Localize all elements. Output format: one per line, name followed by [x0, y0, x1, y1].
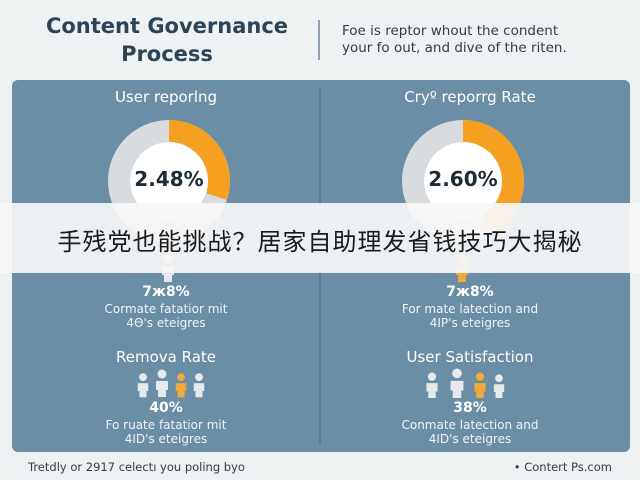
footer-note: Tretdly or 2917 celectı you poling byo — [28, 460, 245, 474]
group-icon — [422, 368, 506, 398]
page-title-line2: Process — [121, 42, 213, 66]
person-icon — [137, 373, 149, 398]
caption-line1: Cormate fatatior mit — [104, 302, 228, 316]
caption-user-satisfaction: Conmate latection and 4ID's eteigres — [320, 418, 620, 446]
person-icon — [156, 369, 168, 397]
page-title: Content Governance Process — [22, 12, 312, 68]
percent-removal-rate: 40% — [149, 400, 183, 416]
caption-removal-rate: Fo ruate fatatior mit 4ID's eteigres — [16, 418, 316, 446]
caption-line1: Conmate latection and — [401, 418, 539, 432]
percent-user-satisfaction: 38% — [453, 400, 487, 416]
gauge-center — [130, 142, 208, 220]
card-title-removal-rate: Remova Rate — [116, 348, 216, 366]
caption-line2: 4ID's eteigres — [124, 432, 208, 446]
percent-user-reporting: 7ж8% — [142, 284, 190, 300]
person-icon — [493, 374, 505, 398]
person-icon — [426, 372, 438, 398]
caption-line2: 4ID's eteigres — [428, 432, 512, 446]
caption-report-rate: For mate latection and 4IP's eteigres — [320, 302, 620, 330]
caption-line2: 4IP's eteigres — [429, 316, 511, 330]
banner-headline: 手残党也能挑战？居家自助理发省钱技巧大揭秘 — [57, 228, 583, 256]
intro-line2: your fo out, and dive of the riten. — [342, 40, 567, 56]
page-title-line1: Content Governance — [45, 14, 289, 38]
caption-line2: 4Ө's eteigres — [126, 316, 206, 330]
gauge-center — [424, 142, 502, 220]
group-icon — [136, 368, 206, 398]
footer-source: • Contert Ps.com — [513, 460, 612, 474]
person-icon — [450, 368, 464, 398]
caption-line1: For mate latection and — [401, 302, 539, 316]
person-icon — [175, 373, 187, 398]
caption-user-reporting: Cormate fatatior mit 4Ө's eteigres — [16, 302, 316, 330]
gauge-fill — [108, 120, 230, 242]
percent-report-rate: 7ж8% — [446, 284, 494, 300]
gauge-value-user-reporting: 2.48% — [134, 167, 204, 191]
intro-line1: Foe is reptor whout the condent — [342, 23, 559, 39]
card-title-user-reporting: User reporlng — [114, 88, 218, 106]
header: Content Governance Process Foe is reptor… — [0, 0, 640, 78]
gauge-fill — [402, 120, 524, 242]
header-divider — [318, 20, 320, 60]
caption-line1: Fo ruate fatatior mit — [105, 418, 227, 432]
person-icon — [193, 373, 205, 398]
intro-text: Foe is reptor whout the condent your fo … — [342, 23, 632, 57]
person-icon — [474, 372, 486, 398]
card-title-report-rate: Cryº reporrg Rate — [404, 88, 536, 106]
gauge-value-report-rate: 2.60% — [428, 167, 498, 191]
overlay-banner — [0, 203, 640, 273]
card-title-user-satisfaction: User Satisfaction — [406, 348, 534, 366]
